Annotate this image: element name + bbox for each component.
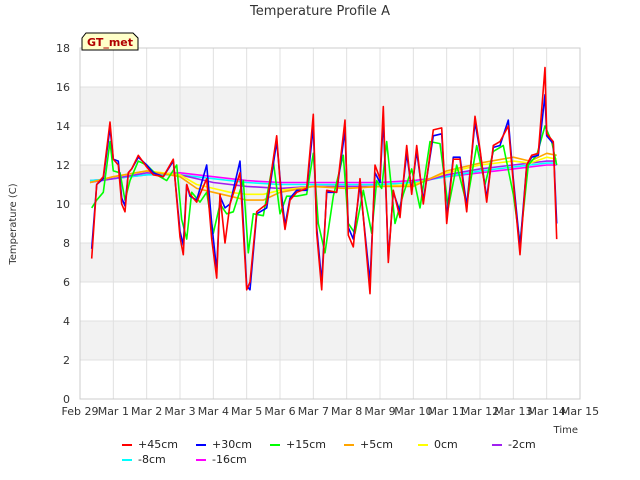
legend-item: +15cm bbox=[270, 438, 326, 451]
legend-swatch bbox=[196, 444, 206, 446]
series-line bbox=[89, 152, 557, 201]
band bbox=[80, 48, 580, 87]
legend-label: +5cm bbox=[360, 438, 393, 451]
x-tick-label: Mar 2 bbox=[131, 405, 162, 418]
x-tick-label: Mar 11 bbox=[428, 405, 466, 418]
x-tick-label: Mar 1 bbox=[98, 405, 129, 418]
series-line bbox=[90, 66, 558, 295]
legend-item: -8cm bbox=[122, 453, 166, 466]
legend-swatch bbox=[122, 444, 132, 446]
legend-label: 0cm bbox=[434, 438, 458, 451]
legend-item: +30cm bbox=[196, 438, 252, 451]
y-tick-label: 2 bbox=[63, 354, 70, 367]
y-tick-label: 6 bbox=[63, 276, 70, 289]
x-tick-label: Mar 13 bbox=[494, 405, 532, 418]
y-axis-label: Temperature (C) bbox=[8, 183, 19, 265]
series-line bbox=[89, 156, 557, 196]
legend-label: +15cm bbox=[286, 438, 326, 451]
series-lines bbox=[89, 66, 558, 295]
legend-item: 0cm bbox=[418, 438, 458, 451]
x-tick-label: Mar 8 bbox=[331, 405, 362, 418]
gt-met-badge: GT_met bbox=[81, 32, 139, 51]
chart-title: Temperature Profile A bbox=[249, 4, 390, 19]
legend-swatch bbox=[196, 459, 206, 461]
y-tick-label: 16 bbox=[56, 81, 70, 94]
legend-label: -8cm bbox=[138, 453, 166, 466]
y-tick-label: 0 bbox=[63, 393, 70, 406]
y-tick-label: 12 bbox=[56, 159, 70, 172]
x-tick-label: Mar 7 bbox=[298, 405, 329, 418]
legend-swatch bbox=[344, 444, 354, 446]
x-axis-label: Time bbox=[553, 425, 578, 436]
legend-item: -2cm bbox=[492, 438, 536, 451]
x-tick-label: Mar 6 bbox=[264, 405, 295, 418]
band bbox=[80, 321, 580, 360]
legend-item: +5cm bbox=[344, 438, 393, 451]
legend-label: +45cm bbox=[138, 438, 178, 451]
x-tick-label: Feb 29 bbox=[62, 405, 99, 418]
legend-swatch bbox=[270, 444, 280, 446]
legend-label: +30cm bbox=[212, 438, 252, 451]
x-tick-label: Mar 4 bbox=[198, 405, 229, 418]
legend-label: -2cm bbox=[508, 438, 536, 451]
x-tick-label: Mar 14 bbox=[528, 405, 566, 418]
x-tick-label: Mar 5 bbox=[231, 405, 262, 418]
x-tick-label: Mar 10 bbox=[394, 405, 432, 418]
x-tick-label: Mar 9 bbox=[364, 405, 395, 418]
y-tick-label: 8 bbox=[63, 237, 70, 250]
legend-swatch bbox=[122, 459, 132, 461]
x-tick-label: Mar 3 bbox=[164, 405, 195, 418]
legend-item: -16cm bbox=[196, 453, 247, 466]
legend-label: -16cm bbox=[212, 453, 247, 466]
y-tick-label: 10 bbox=[56, 198, 70, 211]
y-tick-labels: 0 2 4 6 8 10 12 14 16 18 bbox=[56, 42, 70, 406]
y-tick-label: 18 bbox=[56, 42, 70, 55]
legend-swatch bbox=[492, 444, 502, 446]
band bbox=[80, 126, 580, 165]
y-tick-label: 14 bbox=[56, 120, 70, 133]
x-tick-label: Mar 12 bbox=[461, 405, 499, 418]
series-line bbox=[89, 162, 557, 186]
legend-item: +45cm bbox=[122, 438, 178, 451]
band bbox=[80, 87, 580, 126]
y-tick-label: 4 bbox=[63, 315, 70, 328]
x-tick-labels: Feb 29 Mar 1 Mar 2 Mar 3 Mar 4 Mar 5 Mar 6 Mar … bbox=[62, 405, 600, 418]
band bbox=[80, 282, 580, 321]
x-tick-label: Mar 15 bbox=[561, 405, 599, 418]
legend-swatch bbox=[418, 444, 428, 446]
plot-frame bbox=[79, 47, 581, 400]
band bbox=[80, 360, 580, 399]
gt-met-label: GT_met bbox=[87, 36, 133, 49]
band bbox=[80, 243, 580, 282]
